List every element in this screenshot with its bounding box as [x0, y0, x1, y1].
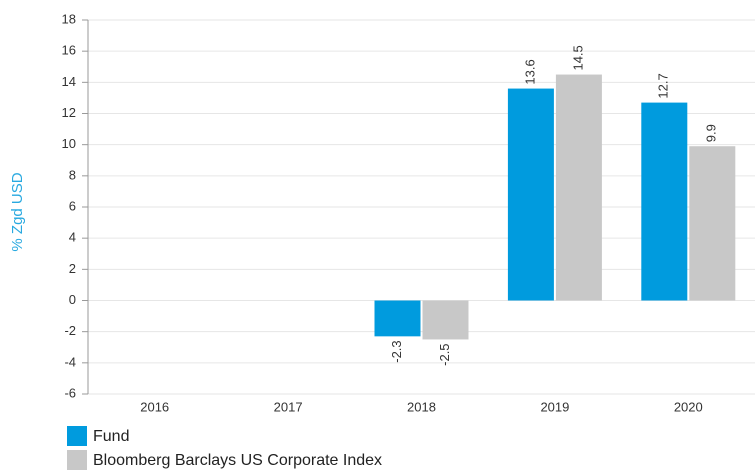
- legend-swatch: [67, 450, 87, 470]
- y-tick-label: 6: [69, 198, 76, 213]
- y-tick-label: -2: [64, 323, 76, 338]
- x-tick-label: 2020: [674, 399, 703, 414]
- bar: [507, 88, 554, 301]
- bar: [422, 300, 469, 340]
- x-tick-label: 2016: [140, 399, 169, 414]
- x-tick-label: 2019: [540, 399, 569, 414]
- y-tick-label: -4: [64, 354, 76, 369]
- legend-swatch: [67, 426, 87, 446]
- value-label: 12.7: [656, 73, 671, 98]
- y-tick-label: 16: [62, 43, 76, 58]
- value-label: 13.6: [522, 59, 537, 84]
- bar: [689, 146, 736, 301]
- y-tick-label: 0: [69, 292, 76, 307]
- legend-label: Fund: [93, 428, 129, 445]
- y-tick-label: 14: [62, 74, 76, 89]
- x-tick-label: 2018: [407, 399, 436, 414]
- x-tick-label: 2017: [274, 399, 303, 414]
- y-tick-label: 10: [62, 136, 76, 151]
- bar: [374, 300, 421, 337]
- value-label: -2.5: [437, 343, 452, 365]
- y-tick-label: 12: [62, 105, 76, 120]
- bar: [555, 74, 602, 301]
- value-label: 9.9: [704, 124, 719, 142]
- bar: [641, 102, 688, 301]
- y-tick-label: 2: [69, 261, 76, 276]
- legend-label: Bloomberg Barclays US Corporate Index: [93, 452, 382, 469]
- y-axis-label: % Zgd USD: [9, 172, 26, 251]
- y-tick-label: -6: [64, 385, 76, 400]
- value-label: -2.3: [389, 340, 404, 362]
- y-tick-label: 18: [62, 11, 76, 26]
- value-label: 14.5: [570, 45, 585, 70]
- y-tick-label: 4: [69, 230, 76, 245]
- y-tick-label: 8: [69, 167, 76, 182]
